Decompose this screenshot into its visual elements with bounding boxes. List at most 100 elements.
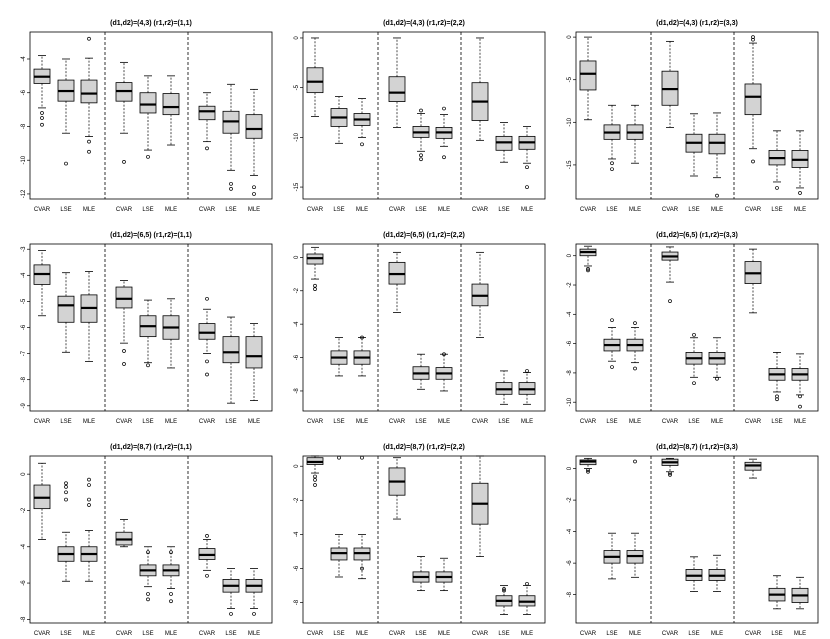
box-lse xyxy=(222,83,240,191)
box-cvar xyxy=(388,457,406,520)
y-tick-label: -2 xyxy=(567,282,573,288)
panel-title: (d1,d2)=(8,7) (r1,r2)=(2,2) xyxy=(383,444,465,451)
x-category-label: LSE xyxy=(771,631,782,637)
x-category-label: CVAR xyxy=(307,631,324,637)
outlier-point xyxy=(502,587,506,591)
outlier-point xyxy=(169,550,173,555)
outlier-point xyxy=(205,146,209,151)
x-category-label: LSE xyxy=(225,207,236,213)
outlier-point xyxy=(610,167,614,172)
plot-frame xyxy=(302,455,546,624)
outlier-point xyxy=(252,192,256,196)
x-category-label: MLE xyxy=(165,419,177,425)
box-cvar xyxy=(306,37,324,117)
box-mle xyxy=(708,112,726,198)
outlier-point xyxy=(586,267,590,271)
y-tick-label: 0 xyxy=(294,36,300,40)
box-iqr xyxy=(80,79,98,104)
box-mle xyxy=(708,337,726,381)
x-category-label: MLE xyxy=(711,207,723,213)
outlier-point xyxy=(64,490,68,495)
outlier-point xyxy=(419,108,423,113)
panel-title: (d1,d2)=(6,5) (r1,r2)=(3,3) xyxy=(656,232,738,239)
panel-8: (d1,d2)=(8,7) (r1,r2)=(2,2) 0 -2 -4 -6 -8 CVAR… xyxy=(294,444,546,637)
outlier-point xyxy=(419,153,423,158)
box-lse xyxy=(139,299,157,368)
outlier-point xyxy=(419,157,423,162)
outlier-point xyxy=(87,139,91,144)
outlier-point xyxy=(40,122,44,127)
x-category-label: LSE xyxy=(688,207,699,213)
x-category-label: CVAR xyxy=(745,631,762,637)
x-category-label: MLE xyxy=(356,631,368,637)
box-cvar xyxy=(33,55,51,127)
x-category-label: LSE xyxy=(60,207,71,213)
plot-frame xyxy=(29,31,273,200)
x-category-label: CVAR xyxy=(662,631,679,637)
x-category-label: MLE xyxy=(165,207,177,213)
outlier-point xyxy=(586,468,590,473)
outlier-point xyxy=(751,35,755,39)
box-lse xyxy=(330,455,348,578)
plot-frame xyxy=(302,31,546,200)
box-cvar xyxy=(579,457,597,474)
outlier-point xyxy=(751,159,755,164)
y-tick-label: -2 xyxy=(294,287,300,293)
outlier-point xyxy=(122,160,126,164)
outlier-point xyxy=(442,352,446,357)
plot-frame xyxy=(302,243,546,412)
outlier-point xyxy=(715,376,719,381)
box-lse xyxy=(139,75,157,159)
y-tick-label: -4 xyxy=(567,528,573,534)
outlier-point xyxy=(586,268,590,273)
outlier-point xyxy=(146,154,150,159)
x-category-label: CVAR xyxy=(662,207,679,213)
x-category-label: MLE xyxy=(356,207,368,213)
x-category-label: LSE xyxy=(60,419,71,425)
box-cvar xyxy=(198,534,216,578)
box-mle xyxy=(353,98,371,147)
box-iqr xyxy=(579,60,597,91)
box-lse xyxy=(412,108,430,162)
box-mle xyxy=(162,75,180,146)
outlier-point xyxy=(146,597,150,602)
y-tick-label: -8 xyxy=(21,123,27,129)
outlier-point xyxy=(610,161,614,166)
box-lse xyxy=(139,546,157,602)
outlier-point xyxy=(313,483,317,487)
outlier-point xyxy=(313,287,317,291)
x-category-label: MLE xyxy=(629,631,641,637)
outlier-point xyxy=(525,369,529,373)
box-lse xyxy=(685,332,703,386)
y-tick-label: -15 xyxy=(294,182,300,191)
outlier-point xyxy=(775,394,779,399)
box-cvar xyxy=(744,35,762,164)
box-mle xyxy=(435,557,453,592)
outlier-point xyxy=(229,181,233,186)
box-lse xyxy=(412,556,430,592)
box-mle xyxy=(162,546,180,604)
y-tick-label: -6 xyxy=(567,560,573,566)
panel-title: (d1,d2)=(4,3) (r1,r2)=(1,1) xyxy=(110,20,192,27)
outlier-point xyxy=(692,332,696,337)
y-tick-label: -10 xyxy=(21,155,27,164)
box-cvar xyxy=(661,246,679,303)
box-iqr xyxy=(162,93,180,116)
box-mle xyxy=(435,352,453,392)
x-category-label: LSE xyxy=(333,419,344,425)
panel-title: (d1,d2)=(4,3) (r1,r2)=(2,2) xyxy=(383,20,465,27)
box-mle xyxy=(435,106,453,160)
y-tick-label: -4 xyxy=(294,531,300,537)
box-lse xyxy=(495,370,513,405)
outlier-point xyxy=(360,455,364,460)
outlier-point xyxy=(798,404,802,409)
x-category-label: CVAR xyxy=(472,631,489,637)
y-tick-label: -10 xyxy=(567,117,573,126)
y-tick-label: 0 xyxy=(567,35,573,39)
panel-7: (d1,d2)=(8,7) (r1,r2)=(1,1) 0 -2 -4 -6 -8 CVAR… xyxy=(21,444,273,637)
x-category-label: LSE xyxy=(142,419,153,425)
box-cvar xyxy=(471,455,489,557)
y-tick-label: -2 xyxy=(21,507,27,513)
y-tick-label: 0 xyxy=(567,253,573,257)
plot-frame xyxy=(575,31,819,200)
